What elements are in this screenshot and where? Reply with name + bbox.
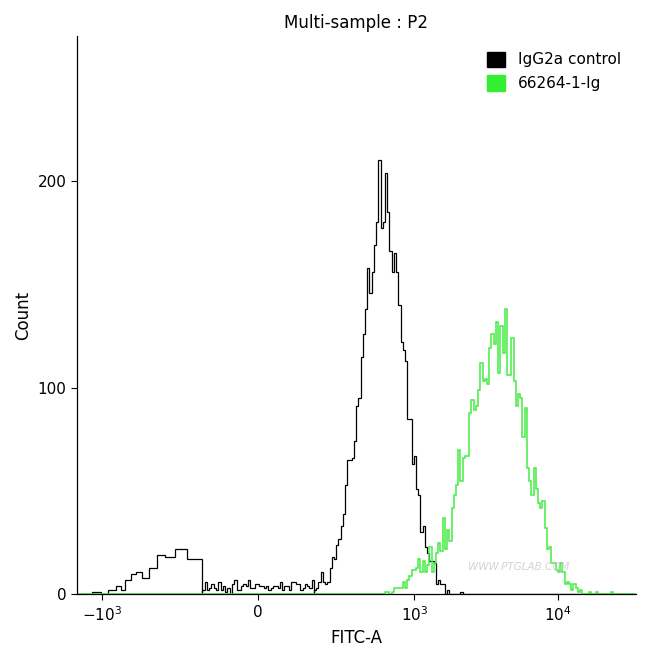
Y-axis label: Count: Count	[14, 291, 32, 340]
X-axis label: FITC-A: FITC-A	[330, 629, 382, 647]
Legend: IgG2a control, 66264-1-Ig: IgG2a control, 66264-1-Ig	[480, 44, 629, 98]
Title: Multi-sample : P2: Multi-sample : P2	[285, 14, 428, 32]
Text: WWW.PTGLAB.COM: WWW.PTGLAB.COM	[468, 562, 569, 572]
